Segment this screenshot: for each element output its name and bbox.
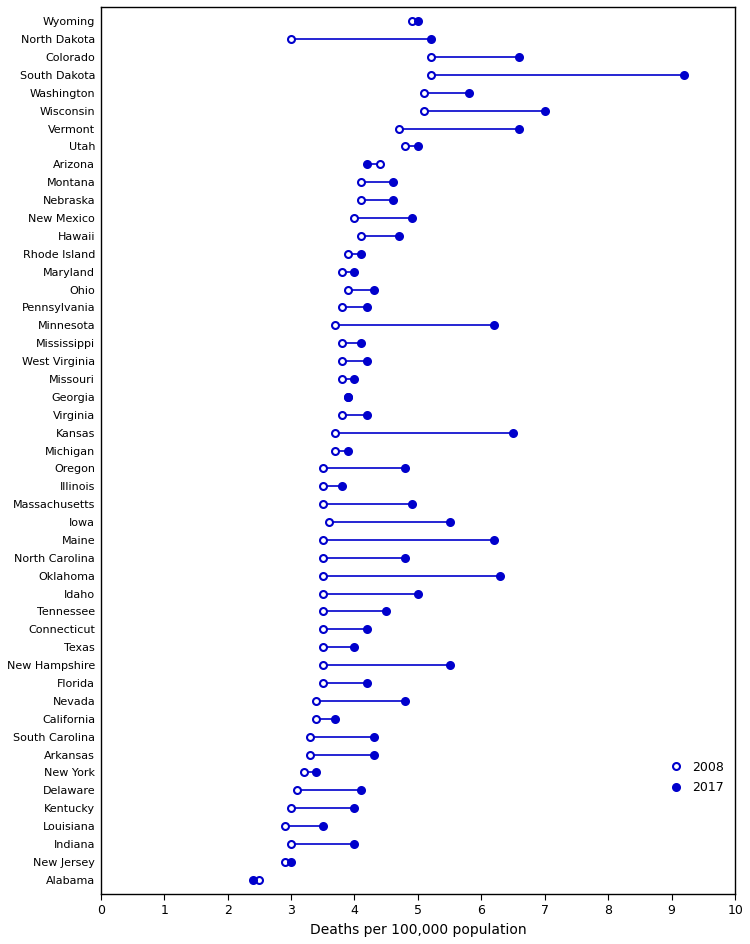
X-axis label: Deaths per 100,000 population: Deaths per 100,000 population [310, 923, 526, 937]
Legend: 2008, 2017: 2008, 2017 [658, 755, 729, 800]
